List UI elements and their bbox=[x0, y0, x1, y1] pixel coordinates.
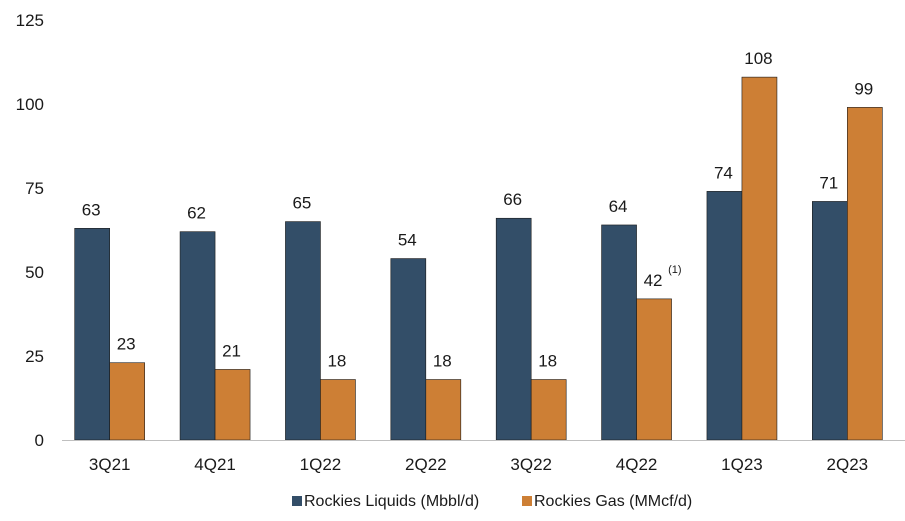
x-tick-label: 2Q23 bbox=[827, 455, 869, 474]
legend-swatch-liquids bbox=[292, 496, 302, 506]
data-label: 63 bbox=[82, 200, 101, 219]
liquids-bar bbox=[285, 221, 321, 441]
gas-bar bbox=[530, 379, 567, 441]
x-tick-label: 1Q23 bbox=[721, 455, 763, 474]
x-tick-label: 4Q21 bbox=[194, 455, 236, 474]
data-label: 64 bbox=[609, 197, 628, 216]
gas-bar bbox=[320, 379, 356, 441]
y-tick-label: 0 bbox=[35, 431, 44, 450]
x-tick-label: 4Q22 bbox=[616, 455, 658, 474]
y-tick-label: 100 bbox=[16, 95, 44, 114]
liquids-bar bbox=[706, 191, 743, 441]
y-axis: 0 25 50 75 100 125 bbox=[16, 11, 44, 450]
data-label: 62 bbox=[187, 204, 206, 223]
liquids-bar bbox=[601, 224, 637, 441]
data-label: 18 bbox=[433, 352, 452, 371]
data-label: 54 bbox=[398, 231, 417, 250]
liquids-bar bbox=[495, 217, 532, 441]
gas-bar bbox=[109, 362, 145, 441]
legend-label: Rockies Gas (MMcf/d) bbox=[534, 493, 692, 510]
data-label: 23 bbox=[117, 335, 136, 354]
legend: Rockies Liquids (Mbbl/d) Rockies Gas (MMc… bbox=[292, 493, 692, 510]
data-label: 66 bbox=[503, 190, 522, 209]
x-tick-label: 1Q22 bbox=[300, 455, 342, 474]
gas-bar bbox=[741, 76, 778, 441]
data-label: 108 bbox=[744, 49, 772, 68]
data-label: 71 bbox=[819, 173, 838, 192]
gas-bar bbox=[636, 298, 672, 441]
gas-bar bbox=[425, 379, 462, 441]
liquids-bar bbox=[812, 201, 848, 441]
y-tick-label: 75 bbox=[25, 179, 44, 198]
x-axis: 3Q21 4Q21 1Q22 2Q22 3Q22 4Q22 1Q23 2Q23 bbox=[62, 440, 905, 474]
data-label: 99 bbox=[854, 79, 873, 98]
bar-marks: 63 23 62 21 65 18 54 18 66 18 64 42 74 108 71 99 (1) bbox=[74, 49, 883, 441]
liquids-bar bbox=[390, 258, 427, 441]
data-label: 21 bbox=[222, 341, 241, 360]
gas-bar bbox=[847, 107, 883, 441]
legend-label: Rockies Liquids (Mbbl/d) bbox=[304, 493, 479, 510]
y-tick-label: 125 bbox=[16, 11, 44, 30]
legend-swatch-gas bbox=[522, 496, 532, 506]
y-tick-label: 25 bbox=[25, 347, 44, 366]
data-label: 18 bbox=[327, 352, 346, 371]
x-tick-label: 2Q22 bbox=[405, 455, 447, 474]
data-label: 42 bbox=[644, 271, 663, 290]
x-tick-label: 3Q21 bbox=[89, 455, 131, 474]
liquids-bar bbox=[74, 228, 110, 441]
footnote-marker: (1) bbox=[668, 264, 681, 276]
data-label: 74 bbox=[714, 163, 733, 182]
x-tick-label: 3Q22 bbox=[510, 455, 552, 474]
liquids-bar bbox=[179, 231, 216, 441]
y-tick-label: 50 bbox=[25, 263, 44, 282]
data-label: 18 bbox=[538, 352, 557, 371]
gas-bar bbox=[214, 369, 251, 441]
data-label: 65 bbox=[292, 194, 311, 213]
